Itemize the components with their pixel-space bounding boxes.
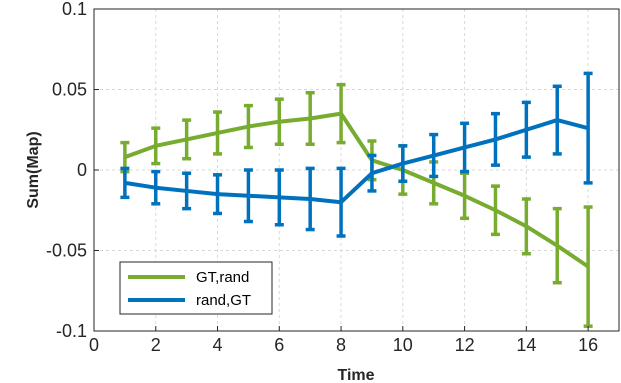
x-tick-label-4: 8	[336, 335, 346, 355]
legend-label-gt-rand: GT,rand	[196, 269, 249, 286]
legend-box	[119, 261, 273, 315]
x-tick-label-6: 12	[455, 335, 475, 355]
x-tick-label-2: 4	[213, 335, 223, 355]
series-line-rand-gt	[124, 118, 589, 205]
series-rand-gt	[120, 71, 593, 238]
x-tick-label-8: 16	[578, 335, 598, 355]
ticks: 0 2 4 6 8 10 12 14 16 -0.1 -0.05 0 0.05 0.1	[46, 0, 598, 355]
x-tick-label-7: 14	[516, 335, 536, 355]
y-tick-label-3: 0.05	[52, 80, 87, 100]
legend: GT,rand rand,GT	[119, 261, 273, 315]
series-line-gt-rand	[124, 111, 590, 269]
y-tick-label-1: -0.05	[46, 241, 87, 261]
x-tick-label-0: 0	[89, 335, 99, 355]
x-tick-label-1: 2	[151, 335, 161, 355]
x-axis-label: Time	[337, 367, 374, 383]
x-tick-label-5: 10	[393, 335, 413, 355]
legend-label-rand-gt: rand,GT	[196, 292, 251, 309]
series-layer	[120, 71, 593, 328]
y-tick-label-4: 0.1	[62, 0, 87, 19]
y-tick-label-2: 0	[77, 160, 87, 180]
y-tick-label-0: -0.1	[56, 321, 87, 341]
y-axis-label: Sum(Map)	[25, 131, 42, 208]
x-tick-label-3: 6	[274, 335, 284, 355]
